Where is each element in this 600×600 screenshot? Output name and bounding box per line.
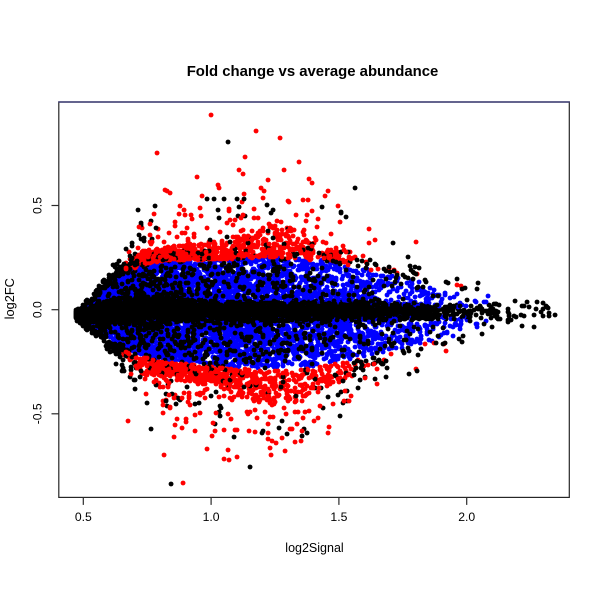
svg-text:log2FC: log2FC bbox=[2, 278, 17, 319]
svg-text:Fold change vs average abundan: Fold change vs average abundance bbox=[187, 64, 439, 80]
svg-text:0.5: 0.5 bbox=[31, 197, 45, 214]
svg-text:1.5: 1.5 bbox=[330, 510, 347, 524]
svg-text:2.0: 2.0 bbox=[458, 510, 475, 524]
svg-text:-0.5: -0.5 bbox=[31, 403, 45, 424]
svg-text:0.5: 0.5 bbox=[75, 510, 92, 524]
svg-text:1.0: 1.0 bbox=[203, 510, 220, 524]
svg-text:0.0: 0.0 bbox=[31, 301, 45, 318]
svg-text:log2Signal: log2Signal bbox=[285, 541, 343, 555]
